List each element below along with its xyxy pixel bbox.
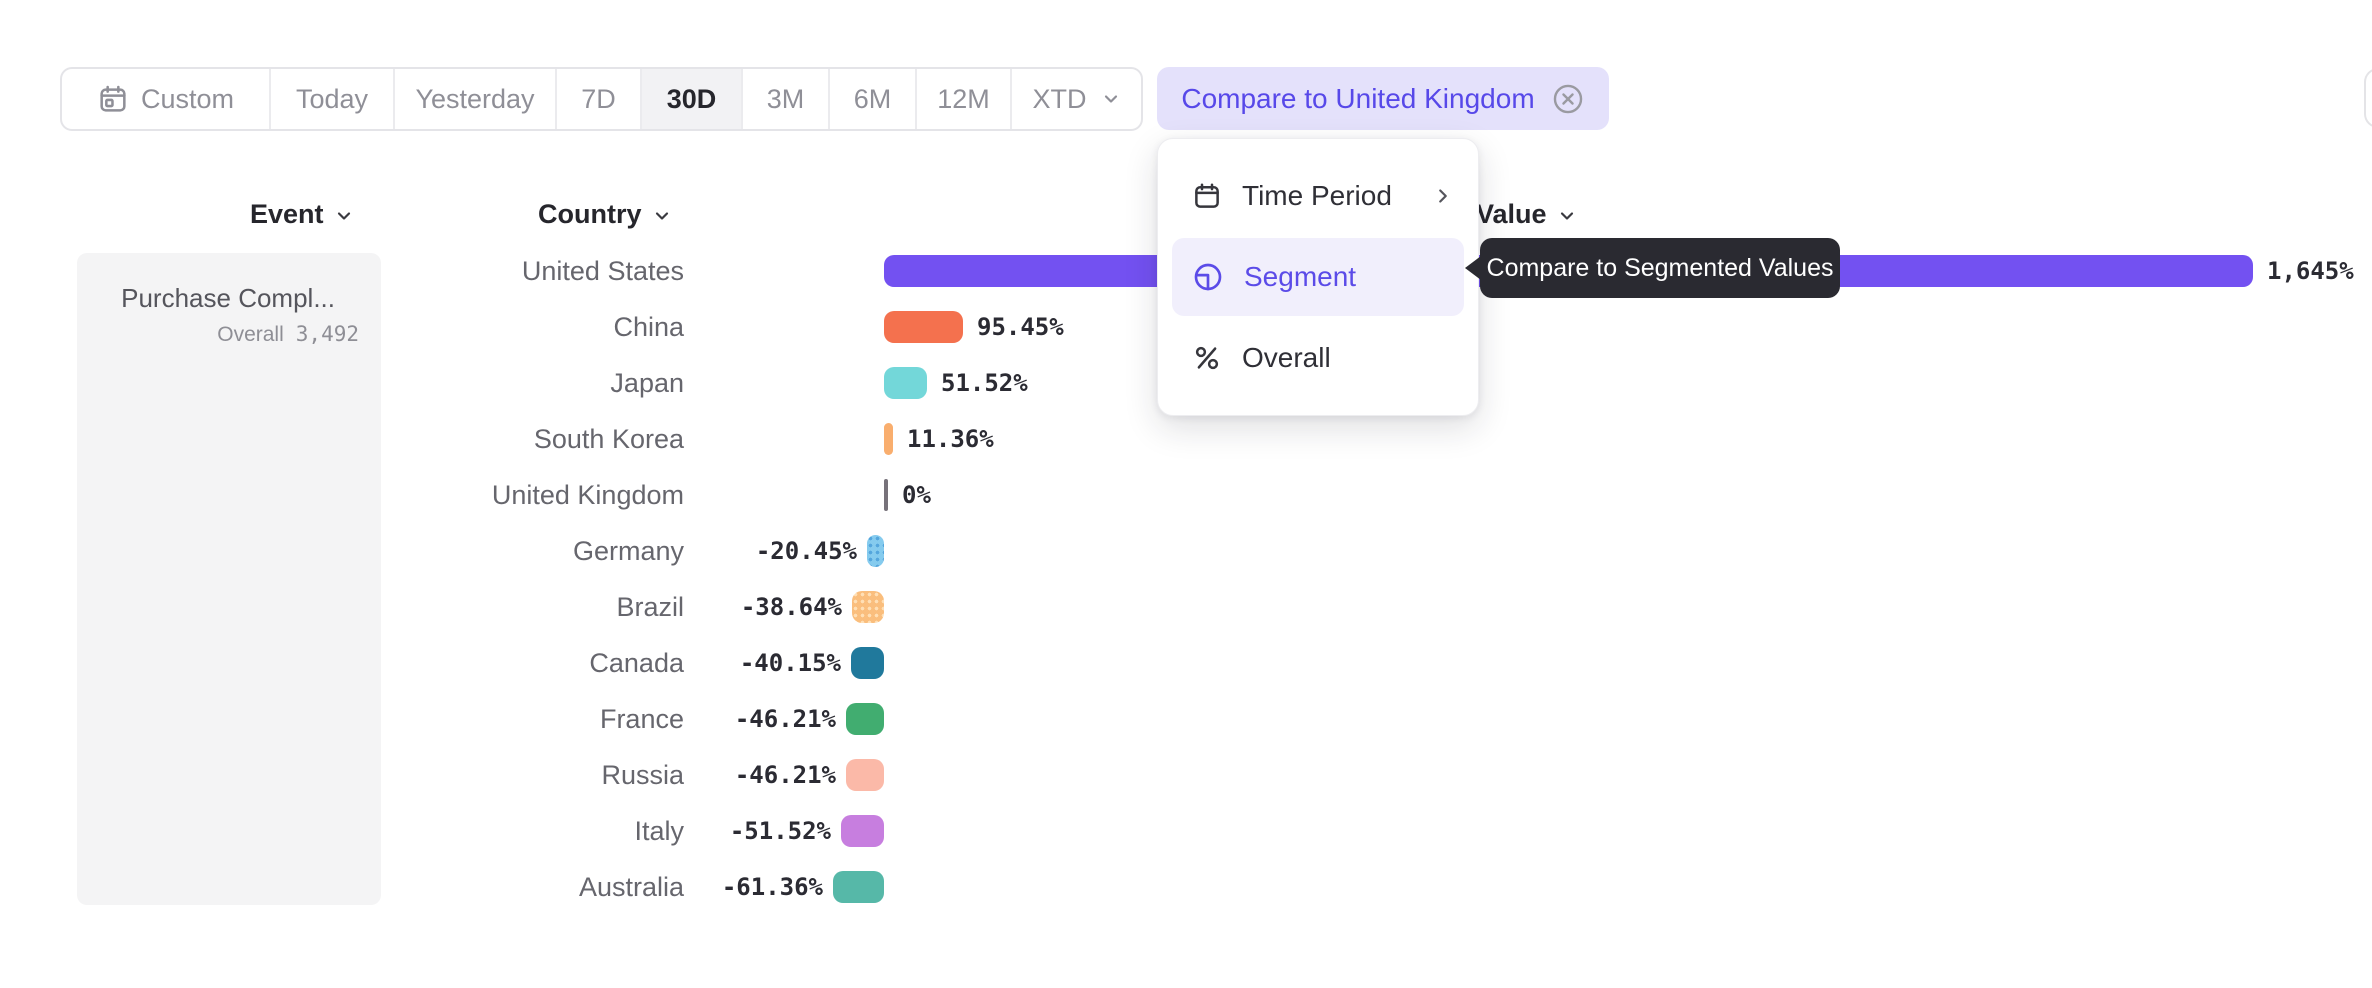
time-button-3m[interactable]: 3M [743,69,830,129]
country-label-united-states: United States [521,256,684,286]
country-label-japan: Japan [610,368,684,398]
time-button-label: 7D [581,83,616,114]
time-button-label: Yesterday [415,83,535,114]
bar-brazil[interactable] [852,591,884,623]
country-label-russia: Russia [601,760,684,790]
percent-icon [1192,343,1222,373]
bar-france[interactable] [846,703,884,735]
bar-value-canada: -40.15% [739,649,841,677]
country-label-australia: Australia [578,872,684,902]
bar-value-brazil: -38.64% [740,593,842,621]
menu-item-time-period[interactable]: Time Period [1172,157,1464,235]
remove-compare-icon[interactable] [1551,82,1585,116]
bar-value-italy: -51.52% [729,817,831,845]
tooltip-arrow-icon [1465,256,1481,280]
time-button-label: 30D [666,83,717,114]
menu-item-segment[interactable]: Segment [1172,238,1464,316]
calendar-icon [97,83,129,115]
time-button-label: 6M [853,83,892,114]
bar-australia[interactable] [833,871,884,903]
bar-value-united-kingdom: 0% [902,481,931,509]
bar-value-china: 95.45% [977,313,1064,341]
time-button-label: Custom [140,83,235,114]
time-button-xtd[interactable]: XTD [1012,69,1141,129]
country-label-united-kingdom: United Kingdom [491,480,684,510]
country-header-label: Country [538,198,642,229]
time-button-yesterday[interactable]: Yesterday [395,69,557,129]
time-button-today[interactable]: Today [271,69,395,129]
time-button-label: Today [295,83,369,114]
time-range-toolbar: Custom Today Yesterday 7D 30D 3M 6M 12M XTD [60,67,1143,131]
chevron-right-icon [1432,185,1454,207]
time-button-6m[interactable]: 6M [830,69,917,129]
bar-value-australia: -61.36% [721,873,823,901]
bar-value-russia: -46.21% [734,761,836,789]
event-header-label: Event [250,198,324,229]
country-label-italy: Italy [634,816,684,846]
time-button-label: 12M [937,83,990,114]
country-label-south-korea: South Korea [533,424,684,454]
country-label-france: France [599,704,684,734]
menu-item-label: Segment [1244,261,1357,292]
bar-south-korea[interactable] [884,423,893,455]
bar-china[interactable] [884,311,963,343]
column-header-value[interactable]: Value [1476,198,1577,230]
value-header-label: Value [1476,198,1547,229]
bar-value-japan: 51.52% [941,369,1028,397]
event-overall-value: 3,492 [295,322,359,346]
offscreen-panel-edge [2364,68,2372,128]
time-button-label: XTD [1032,83,1087,114]
time-button-12m[interactable]: 12M [917,69,1012,129]
chevron-down-icon [334,206,354,226]
menu-item-overall[interactable]: Overall [1172,319,1464,397]
bar-japan[interactable] [884,367,927,399]
event-overall-label: Overall [217,323,284,346]
chevron-down-icon [1101,89,1121,109]
bar-value-france: -46.21% [734,705,836,733]
chevron-down-icon [652,206,672,226]
bar-value-south-korea: 11.36% [907,425,994,453]
menu-item-label: Time Period [1242,180,1392,211]
column-header-event[interactable]: Event [250,198,354,230]
bar-germany[interactable] [867,535,884,567]
calendar-icon [1192,181,1222,211]
time-button-30d[interactable]: 30D [642,69,743,129]
segment-icon [1192,261,1224,293]
compare-chip[interactable]: Compare to United Kingdom [1157,67,1609,130]
country-label-brazil: Brazil [616,592,684,622]
bar-russia[interactable] [846,759,884,791]
time-button-7d[interactable]: 7D [557,69,642,129]
country-label-germany: Germany [572,536,684,566]
tooltip: Compare to Segmented Values [1465,238,1840,298]
column-header-country[interactable]: Country [538,198,672,230]
country-label-china: China [613,312,684,342]
bar-value-germany: -20.45% [755,537,857,565]
country-label-canada: Canada [589,648,684,678]
time-button-custom[interactable]: Custom [62,69,271,129]
bar-united-kingdom[interactable] [884,479,888,511]
chevron-down-icon [1557,206,1577,226]
menu-item-label: Overall [1242,342,1331,373]
event-list-item[interactable]: Purchase Compl... Overall 3,492 [77,253,381,347]
tooltip-text: Compare to Segmented Values [1486,253,1834,282]
event-panel: Purchase Compl... Overall 3,492 [77,253,381,905]
bar-value-united-states: 1,645% [2267,257,2354,285]
compare-chip-label: Compare to United Kingdom [1181,82,1535,114]
bar-italy[interactable] [841,815,884,847]
compare-dropdown-menu: Time Period Segment Overall [1157,138,1479,416]
time-button-label: 3M [766,83,805,114]
bar-canada[interactable] [851,647,884,679]
event-name: Purchase Compl... [121,283,335,313]
